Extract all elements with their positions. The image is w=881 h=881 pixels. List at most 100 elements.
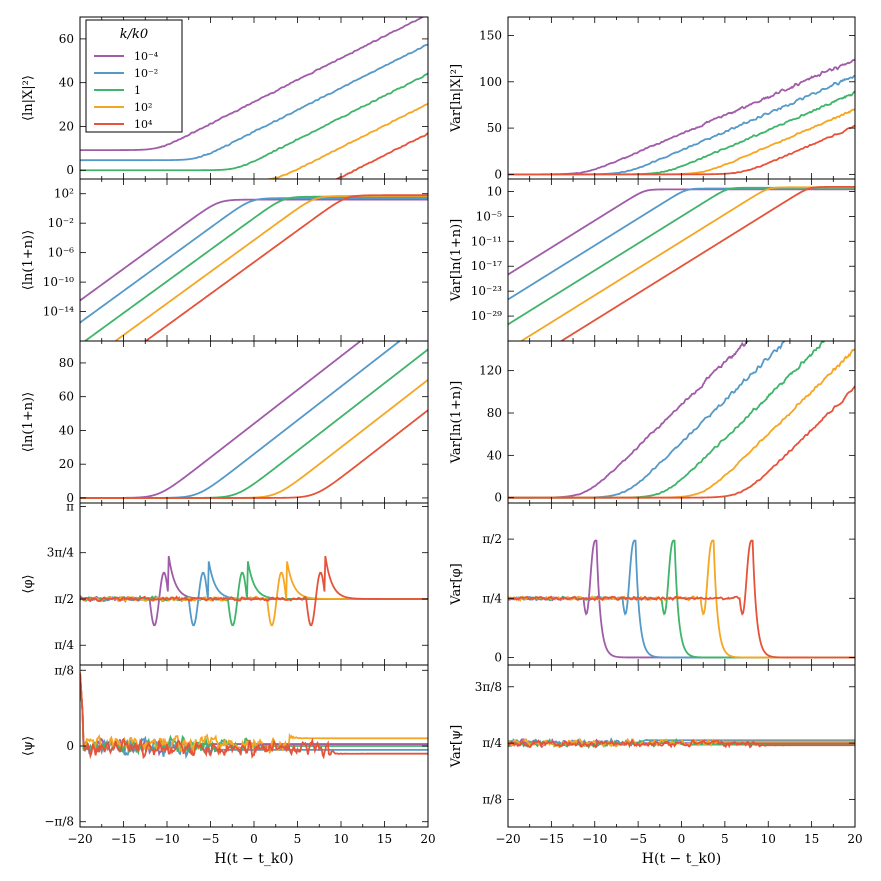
series-line-10^-4 [80, 555, 428, 627]
series-line-10^-4 [508, 58, 855, 176]
y-tick-label: 50 [487, 121, 502, 135]
series-line-10^4 [80, 555, 428, 627]
y-tick-label: π/2 [54, 592, 74, 606]
legend-box [85, 19, 183, 133]
y-axis-label: ⟨φ⟩ [21, 574, 36, 593]
series-line-10^4 [508, 539, 855, 659]
series-line-10^-2 [508, 75, 855, 176]
y-axis-label: Var[ln|X|²] [449, 64, 464, 133]
y-axis-label: ⟨ln(1+n)⟩ [21, 392, 36, 452]
x-tick-label: 20 [420, 832, 435, 846]
x-tick-label: −15 [539, 832, 564, 846]
y-axis-label: Var[φ] [449, 563, 464, 605]
panels-layer: 0204060⟨ln|X|²⟩050100150Var[ln|X|²]10²10… [21, 16, 856, 829]
series-line-1 [80, 72, 428, 172]
axes-frame [79, 178, 429, 342]
y-axis-label: ⟨ln|X|²⟩ [21, 75, 36, 121]
y-tick-label: 10⁻² [48, 216, 75, 230]
x-axis-labels: −20 −15 −10 −5 0 5 10 15 20 H(t − t_k0) −20 −15 −10 −… [67, 832, 862, 867]
x-tick-label: −20 [495, 832, 520, 846]
x-tick-label: 10 [761, 832, 776, 846]
y-tick-label: 10⁻¹⁰ [43, 275, 74, 289]
y-tick-label: 20 [59, 119, 74, 133]
series-line-10^2 [508, 737, 855, 749]
y-tick-label: 0 [494, 491, 502, 505]
series-line-10^2 [508, 348, 855, 499]
series-line-10^-4 [508, 341, 749, 499]
y-tick-label: π/2 [482, 532, 502, 546]
y-tick-label: π/8 [482, 792, 502, 806]
x-tick-label: 15 [804, 832, 819, 846]
y-tick-label: 0 [66, 739, 74, 753]
legend-entry-10^2: 10² [134, 101, 152, 114]
panel-var_ln1n: 0 40 80 120 Var[ln(1+n)] [449, 340, 856, 505]
series-lines [80, 672, 428, 760]
series-line-10^-2 [80, 43, 428, 162]
series-lines [508, 341, 855, 499]
y-axis-label: Var[ln(1+n)] [449, 219, 464, 303]
series-line-10^4 [559, 185, 855, 341]
series-line-10^-2 [80, 561, 428, 627]
y-tick-label: π [66, 499, 74, 513]
series-lines [80, 555, 428, 627]
x-tick-label: −5 [202, 832, 220, 846]
series-line-10^2 [80, 561, 428, 627]
y-tick-label: 10⁻²⁹ [471, 309, 502, 323]
x-tick-label: 20 [847, 832, 862, 846]
y-tick-label: 80 [59, 356, 74, 370]
legend-entry-10^4: 10⁴ [134, 118, 153, 131]
y-axis-label: Var[ln(1+n)] [449, 381, 464, 465]
panel-var_psi: 3π/8 π/4 π/8 Var[ψ] [449, 664, 856, 828]
x-tick-label: 5 [294, 832, 302, 846]
y-axis-label: ⟨ln(1+n)⟩ [21, 230, 36, 290]
series-line-10^2 [80, 672, 428, 755]
series-line-10^-4 [508, 188, 855, 276]
series-lines [80, 341, 428, 499]
y-tick-label: π/4 [482, 736, 502, 750]
series-lines [508, 185, 855, 341]
axes-frame [79, 340, 429, 504]
series-line-1 [83, 195, 428, 341]
y-tick-label: π/4 [54, 638, 74, 652]
series-lines [508, 539, 855, 659]
series-line-10^4 [80, 672, 428, 760]
x-tick-label: −10 [582, 832, 607, 846]
series-line-10^4 [508, 738, 855, 749]
legend-entry-10^-2: 10⁻² [134, 67, 158, 80]
panel-var_ln1n_log: 10 10⁻⁵ 10⁻¹¹ 10⁻¹⁷ 10⁻²³ 10⁻²⁹ Var[ln(1+n)] [449, 178, 856, 342]
legend-entry-1: 1 [134, 84, 141, 97]
x-tick-label: 0 [250, 832, 258, 846]
series-line-10^-4 [80, 17, 425, 151]
y-tick-label: 0 [66, 491, 74, 505]
series-line-10^2 [260, 102, 428, 179]
y-tick-label: 10² [54, 187, 74, 201]
y-tick-label: −π/8 [44, 815, 74, 829]
y-tick-label: 10⁻⁵ [476, 209, 503, 223]
x-axis-label: H(t − t_k0) [214, 851, 293, 867]
panel-var_phi: π/2 π/4 0 Var[φ] [449, 502, 856, 666]
series-line-10^2 [519, 186, 855, 341]
legend-entry-10^-4: 10⁻⁴ [134, 50, 159, 63]
y-tick-label: 0 [66, 163, 74, 177]
y-tick-label: 40 [487, 448, 502, 462]
panel-mean_lnX2: 0 20 40 60 ⟨ln|X|²⟩ [21, 16, 429, 180]
y-tick-label: 10⁻¹¹ [471, 234, 502, 248]
y-tick-label: 0 [494, 167, 502, 181]
series-lines [80, 194, 428, 341]
series-line-10^-2 [508, 341, 790, 499]
series-line-1 [508, 186, 855, 326]
series-line-10^-2 [80, 197, 428, 324]
y-tick-label: π/4 [482, 591, 502, 605]
x-tick-label: 0 [678, 832, 686, 846]
y-axis-label: ⟨ψ⟩ [21, 736, 36, 756]
panel-var_lnX2: 0 50 100 150 Var[ln|X|²] [449, 16, 856, 181]
x-axis-label: H(t − t_k0) [642, 851, 721, 867]
series-lines [80, 17, 428, 179]
y-tick-label: 10⁻⁶ [48, 246, 75, 260]
legend-title: k/k0 [120, 27, 148, 42]
y-tick-label: 40 [59, 76, 74, 90]
y-tick-label: 20 [59, 457, 74, 471]
x-tick-label: −15 [111, 832, 136, 846]
x-tick-label: −10 [154, 832, 179, 846]
y-tick-label: 10⁻²³ [471, 284, 502, 298]
